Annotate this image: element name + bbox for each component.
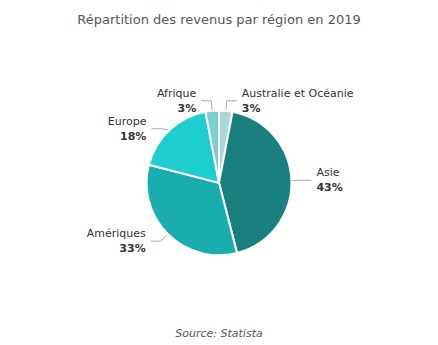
svg-text:Australie et Océanie: Australie et Océanie xyxy=(242,87,354,100)
svg-text:Europe: Europe xyxy=(108,115,147,128)
svg-text:43%: 43% xyxy=(316,181,342,194)
svg-text:Asie: Asie xyxy=(316,166,339,179)
svg-text:Répartition des revenus par ré: Répartition des revenus par région en 20… xyxy=(77,12,360,27)
svg-text:3%: 3% xyxy=(242,102,261,115)
svg-text:33%: 33% xyxy=(119,242,145,255)
svg-text:Afrique: Afrique xyxy=(157,87,197,100)
svg-text:Source: Statista: Source: Statista xyxy=(175,327,263,340)
svg-text:18%: 18% xyxy=(120,130,146,143)
svg-text:3%: 3% xyxy=(178,102,197,115)
svg-text:Amériques: Amériques xyxy=(87,227,146,240)
